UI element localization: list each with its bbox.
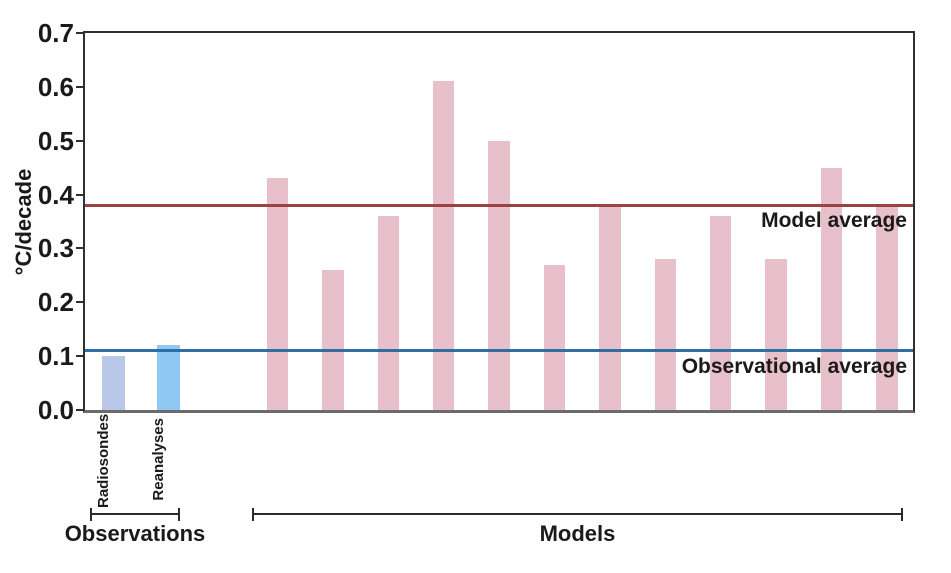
- model-bar: [266, 178, 289, 410]
- model-bar: [322, 269, 344, 410]
- y-tick-label: 0.7: [37, 18, 74, 48]
- bar-radiosondes: [101, 356, 125, 410]
- bar-label-reanalyses: Reanalyses: [150, 418, 167, 501]
- models-bracket-left-tick: [252, 508, 254, 521]
- models-bracket-right-tick: [901, 508, 903, 521]
- observations-group-label: Observations: [64, 521, 206, 546]
- model-bar: [765, 259, 787, 410]
- bar-reanalyses: [156, 345, 180, 410]
- observations-bracket: [90, 513, 180, 515]
- model-average-label: Model average: [761, 209, 907, 233]
- models-bracket: [252, 513, 903, 515]
- models-group-label: Models: [539, 521, 616, 546]
- y-tick-label: 0.0: [37, 395, 74, 425]
- y-tick-mark: [76, 409, 85, 411]
- observational-average-line: [85, 349, 913, 353]
- model-bar: [876, 205, 898, 410]
- y-tick-label: 0.4: [37, 179, 74, 210]
- y-axis-title: °C/decade: [11, 168, 36, 276]
- y-tick-mark: [76, 139, 85, 142]
- model-bar: [709, 216, 732, 410]
- observations-bracket-left-tick: [90, 508, 92, 521]
- bar-label-radiosondes: Radiosondes: [95, 413, 112, 508]
- y-tick-label: 0.1: [37, 341, 74, 372]
- y-tick-mark: [76, 247, 85, 250]
- y-tick-label: 0.6: [37, 71, 74, 102]
- model-bar: [654, 259, 677, 410]
- model-average-line: [85, 203, 913, 207]
- y-tick-mark: [76, 85, 85, 88]
- y-tick-mark: [76, 301, 85, 304]
- observational-average-label: Observational average: [681, 354, 907, 378]
- model-bar: [377, 216, 400, 410]
- y-tick-label: 0.2: [37, 287, 74, 318]
- y-tick-mark: [76, 32, 85, 34]
- y-tick-label: 0.5: [37, 125, 74, 156]
- y-tick-label: 0.3: [37, 233, 74, 264]
- model-bar: [599, 205, 621, 410]
- model-bar: [543, 264, 566, 410]
- model-bar: [432, 81, 455, 410]
- y-tick-mark: [76, 193, 85, 196]
- observations-bracket-right-tick: [178, 508, 180, 521]
- model-bar: [488, 140, 510, 410]
- y-tick-mark: [76, 355, 85, 358]
